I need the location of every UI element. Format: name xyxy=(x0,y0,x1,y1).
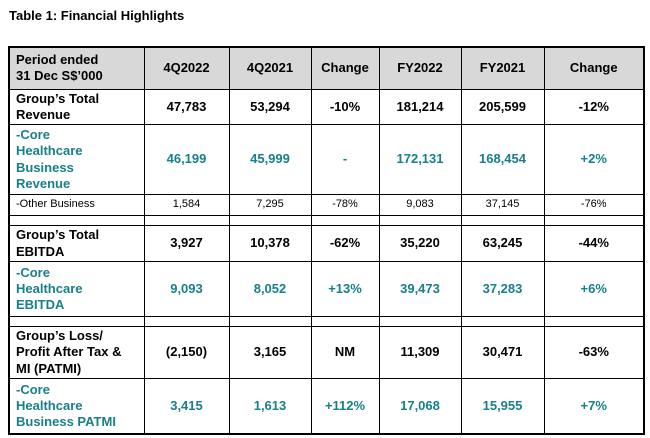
value-cell: -76% xyxy=(543,194,645,216)
section-spacer-row xyxy=(8,215,645,226)
value-cell: 3,165 xyxy=(228,326,312,379)
header-col-change-fy: Change xyxy=(543,46,645,90)
value-cell: 3,415 xyxy=(143,377,230,435)
value-cell: -78% xyxy=(310,194,380,216)
value-cell: 168,454 xyxy=(460,124,545,195)
value-cell: 35,220 xyxy=(378,225,462,262)
spacer-cell xyxy=(228,316,312,327)
value-cell: 53,294 xyxy=(228,88,312,125)
value-cell: 3,927 xyxy=(143,225,230,262)
row-core-healthcare-ebitda: -Core Healthcare EBITDA 9,093 8,052 +13%… xyxy=(8,261,645,317)
value-cell: +13% xyxy=(310,261,380,317)
spacer-cell xyxy=(378,215,462,226)
value-cell: 37,283 xyxy=(460,261,545,317)
header-col-fy2022: FY2022 xyxy=(378,46,462,90)
value-cell: -10% xyxy=(310,88,380,125)
value-cell: 1,613 xyxy=(228,377,312,435)
spacer-cell xyxy=(460,316,545,327)
value-cell: 172,131 xyxy=(378,124,462,195)
value-cell: +7% xyxy=(543,377,645,435)
spacer-cell xyxy=(543,215,645,226)
row-label: -Other Business xyxy=(8,194,145,216)
row-group-total-revenue: Group’s Total Revenue 47,783 53,294 -10%… xyxy=(8,88,645,125)
row-label: Group’s Loss/ Profit After Tax & MI (PAT… xyxy=(8,326,145,379)
spacer-cell xyxy=(8,316,145,327)
financial-highlights-table: Period ended 31 Dec S$’000 4Q2022 4Q2021… xyxy=(8,46,645,436)
header-col-fy2021: FY2021 xyxy=(460,46,545,90)
value-cell: 37,145 xyxy=(460,194,545,216)
row-group-total-ebitda: Group’s Total EBITDA 3,927 10,378 -62% 3… xyxy=(8,225,645,262)
value-cell: 46,199 xyxy=(143,124,230,195)
value-cell: 7,295 xyxy=(228,194,312,216)
value-cell: -44% xyxy=(543,225,645,262)
spacer-cell xyxy=(378,316,462,327)
row-label: -Core Healthcare Business PATMI xyxy=(8,377,145,435)
spacer-cell xyxy=(143,215,230,226)
row-core-healthcare-business-revenue: -Core Healthcare Business Revenue 46,199… xyxy=(8,124,645,195)
row-other-business: -Other Business 1,584 7,295 -78% 9,083 3… xyxy=(8,194,645,216)
spacer-cell xyxy=(310,316,380,327)
row-label: Group’s Total EBITDA xyxy=(8,225,145,262)
header-col-4q2021: 4Q2021 xyxy=(228,46,312,90)
value-cell: 11,309 xyxy=(378,326,462,379)
row-label: -Core Healthcare Business Revenue xyxy=(8,124,145,195)
row-core-healthcare-business-patmi: -Core Healthcare Business PATMI 3,415 1,… xyxy=(8,377,645,435)
value-cell: 9,083 xyxy=(378,194,462,216)
value-cell: NM xyxy=(310,326,380,379)
table-title: Table 1: Financial Highlights xyxy=(9,8,185,23)
row-label: -Core Healthcare EBITDA xyxy=(8,261,145,317)
value-cell: (2,150) xyxy=(143,326,230,379)
value-cell: 30,471 xyxy=(460,326,545,379)
row-group-loss-profit-patmi: Group’s Loss/ Profit After Tax & MI (PAT… xyxy=(8,326,645,379)
spacer-cell xyxy=(460,215,545,226)
row-label: Group’s Total Revenue xyxy=(8,88,145,125)
value-cell: -12% xyxy=(543,88,645,125)
value-cell: +6% xyxy=(543,261,645,317)
spacer-cell xyxy=(228,215,312,226)
value-cell: -62% xyxy=(310,225,380,262)
spacer-cell xyxy=(143,316,230,327)
header-col-4q2022: 4Q2022 xyxy=(143,46,230,90)
value-cell: 1,584 xyxy=(143,194,230,216)
spacer-cell xyxy=(8,215,145,226)
value-cell: 63,245 xyxy=(460,225,545,262)
value-cell: 47,783 xyxy=(143,88,230,125)
header-col-change-quarter: Change xyxy=(310,46,380,90)
value-cell: 15,955 xyxy=(460,377,545,435)
section-spacer-row xyxy=(8,316,645,327)
value-cell: -63% xyxy=(543,326,645,379)
value-cell: 181,214 xyxy=(378,88,462,125)
value-cell: +112% xyxy=(310,377,380,435)
header-row: Period ended 31 Dec S$’000 4Q2022 4Q2021… xyxy=(8,46,645,90)
value-cell: - xyxy=(310,124,380,195)
value-cell: 10,378 xyxy=(228,225,312,262)
value-cell: 45,999 xyxy=(228,124,312,195)
value-cell: +2% xyxy=(543,124,645,195)
spacer-cell xyxy=(543,316,645,327)
spacer-cell xyxy=(310,215,380,226)
value-cell: 8,052 xyxy=(228,261,312,317)
value-cell: 39,473 xyxy=(378,261,462,317)
header-period-cell: Period ended 31 Dec S$’000 xyxy=(8,46,145,90)
value-cell: 9,093 xyxy=(143,261,230,317)
value-cell: 17,068 xyxy=(378,377,462,435)
value-cell: 205,599 xyxy=(460,88,545,125)
